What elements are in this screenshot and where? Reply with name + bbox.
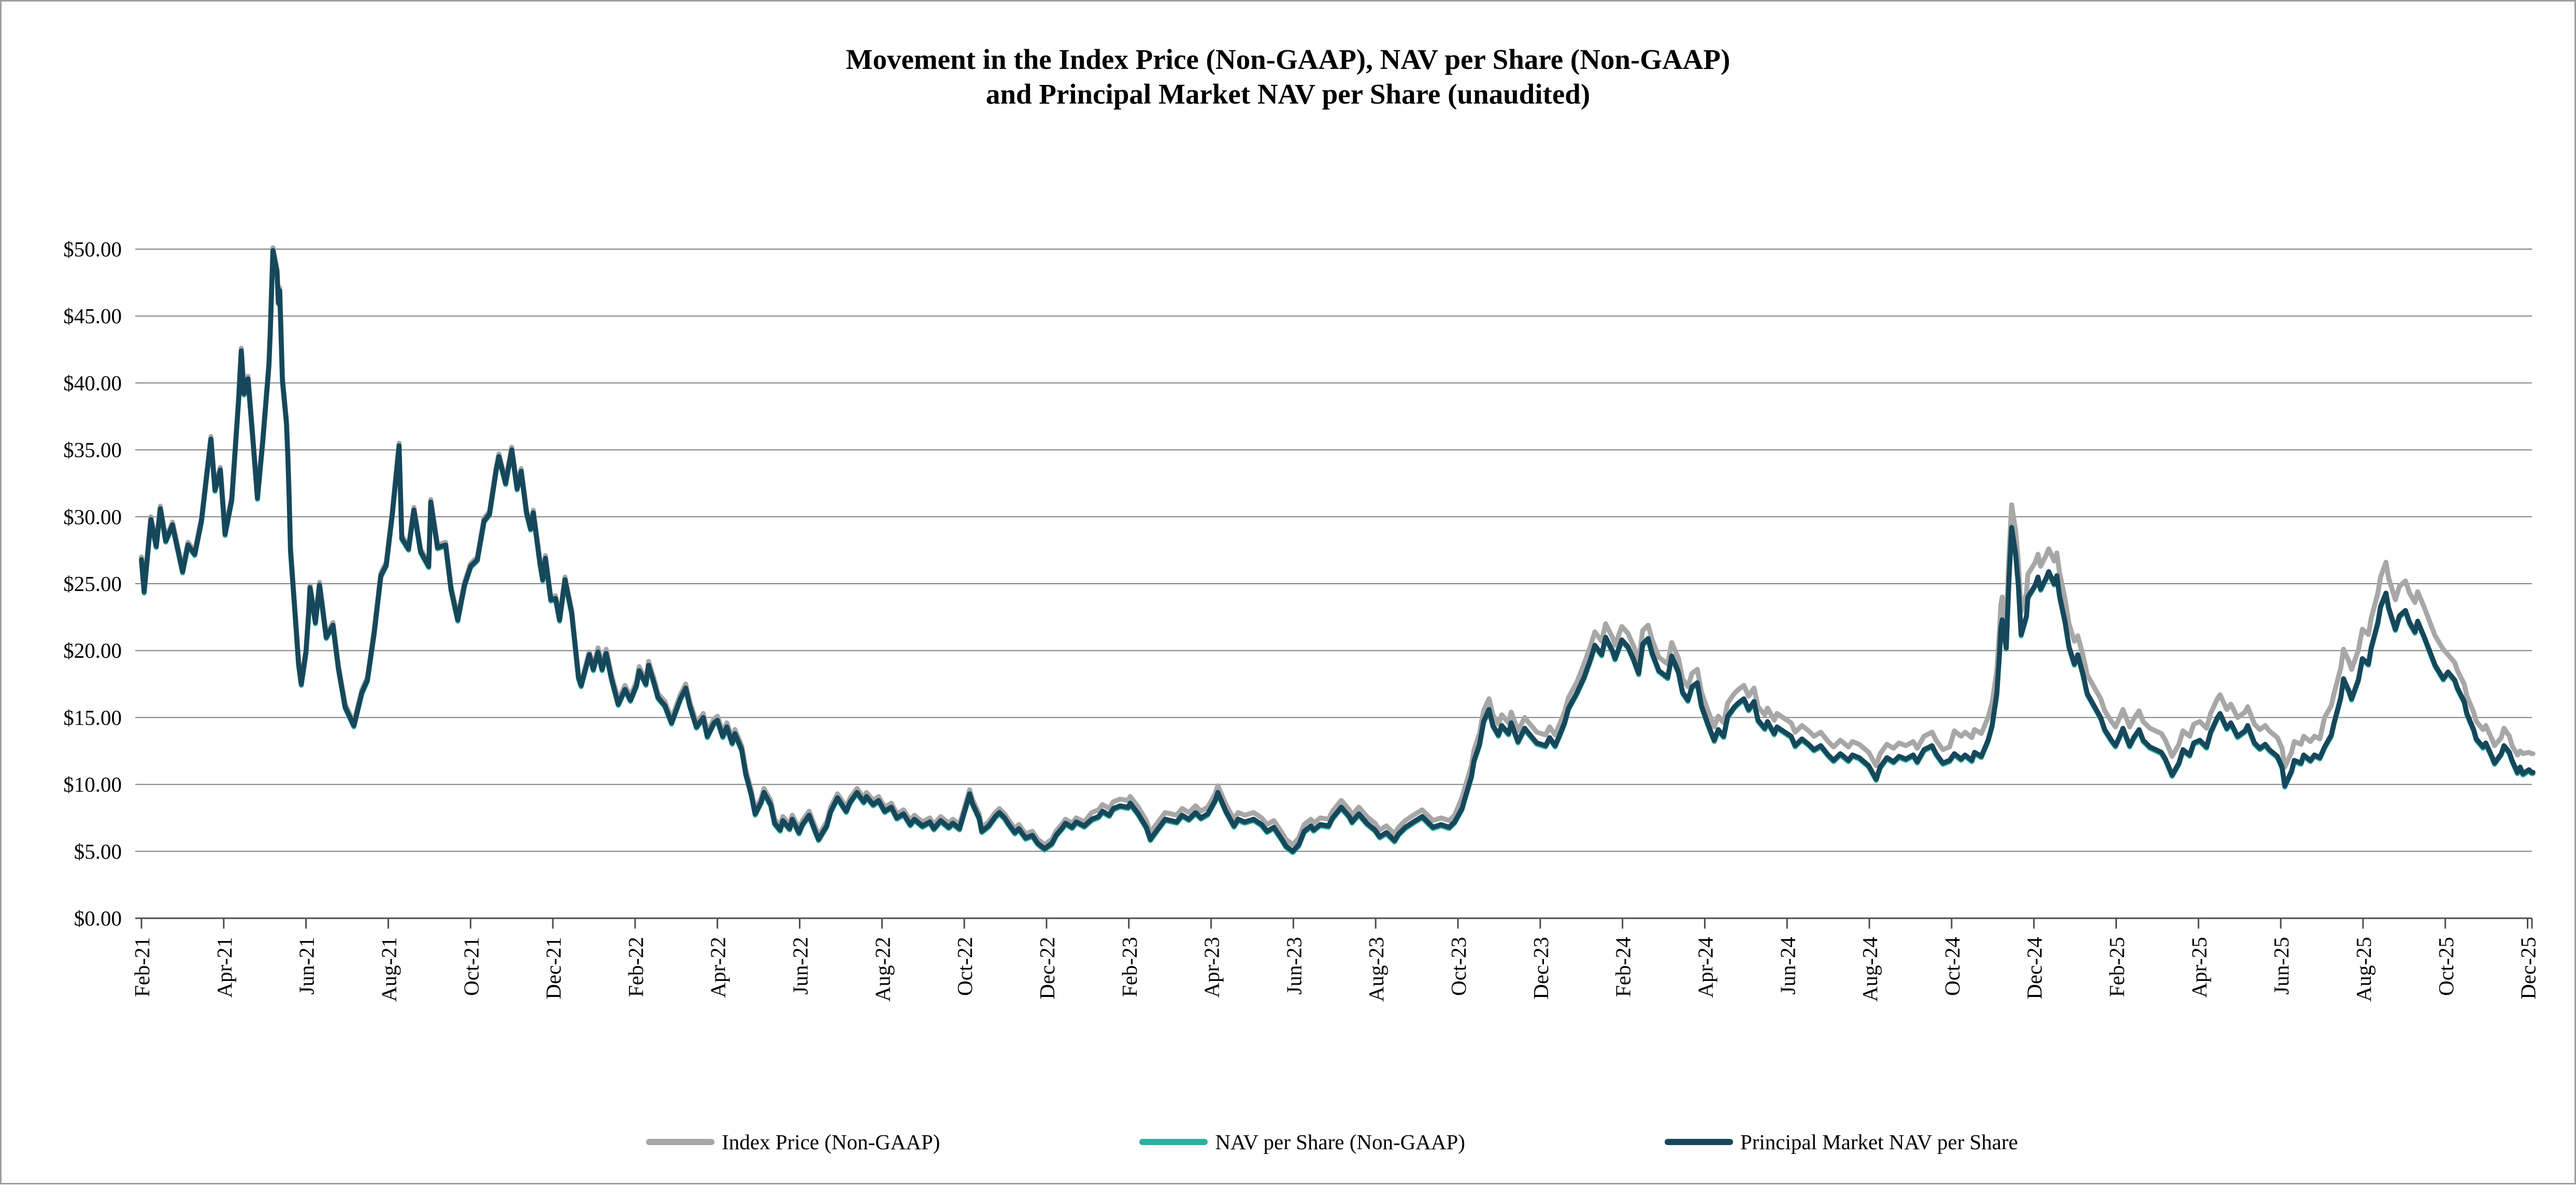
principal-market-nav-line-swatch-icon — [1664, 1139, 1733, 1145]
chart-title: Movement in the Index Price (Non-GAAP), … — [2, 42, 2574, 111]
y-axis-tick-label: $20.00 — [63, 639, 122, 662]
x-axis-tick-label: Oct-23 — [1447, 937, 1470, 996]
x-axis-tick-label: Aug-21 — [377, 937, 400, 1002]
x-axis-tick-label: Apr-25 — [2187, 937, 2211, 998]
x-axis-tick-label: Jun-23 — [1282, 937, 1306, 995]
x-axis-tick-label: Oct-22 — [953, 937, 977, 996]
x-axis-tick-label: Dec-22 — [1035, 937, 1059, 1000]
x-axis-tick-label: Feb-23 — [1118, 937, 1141, 997]
x-axis-tick-label: Jun-25 — [2269, 937, 2293, 995]
x-axis-tick-label: Aug-23 — [1364, 937, 1388, 1002]
x-axis-tick-label: Feb-21 — [130, 937, 154, 997]
y-axis-tick-label: $45.00 — [63, 304, 122, 328]
legend-item-principal-market-nav: Principal Market NAV per Share — [1664, 1130, 2018, 1154]
x-axis-tick-label: Dec-21 — [541, 937, 565, 1000]
x-axis-tick-label: Feb-25 — [2105, 937, 2129, 997]
x-axis-tick-label: Aug-25 — [2352, 937, 2375, 1002]
legend-label-index-price: Index Price (Non-GAAP) — [722, 1130, 940, 1154]
x-axis-tick-label: Oct-25 — [2434, 937, 2458, 996]
y-axis-tick-label: $15.00 — [63, 705, 122, 729]
index-price-line-swatch-icon — [646, 1139, 715, 1145]
x-axis-tick-label: Jun-21 — [295, 937, 319, 995]
chart-title-line2: and Principal Market NAV per Share (unau… — [985, 78, 1591, 110]
x-axis-tick-label: Aug-22 — [870, 937, 894, 1002]
legend-item-nav-per-share: NAV per Share (Non-GAAP) — [1139, 1130, 1465, 1154]
series-line-principal-market-nav — [139, 248, 2536, 854]
x-axis-tick-label: Jun-24 — [1776, 937, 1799, 995]
x-axis-tick-label: Dec-23 — [1529, 937, 1553, 1000]
x-axis-tick-label: Dec-24 — [2023, 937, 2047, 1000]
legend-label-principal-market-nav: Principal Market NAV per Share — [1740, 1130, 2018, 1154]
y-axis-tick-label: $5.00 — [74, 840, 122, 863]
series-line-index-price — [139, 245, 2536, 847]
x-axis-tick-label: Apr-23 — [1200, 937, 1224, 998]
x-axis-tick-label: Aug-24 — [1858, 937, 1882, 1002]
x-axis-tick-label: Oct-21 — [459, 937, 483, 996]
y-axis-tick-label: $10.00 — [63, 773, 122, 797]
x-axis-tick-label: Jun-22 — [789, 937, 812, 995]
chart-legend: Index Price (Non-GAAP) NAV per Share (No… — [46, 1130, 2576, 1154]
y-axis-tick-label: $50.00 — [63, 237, 122, 261]
y-axis-tick-label: $35.00 — [63, 438, 122, 462]
legend-item-index-price: Index Price (Non-GAAP) — [646, 1130, 940, 1154]
y-axis-tick-label: $30.00 — [63, 505, 122, 529]
chart-title-line1: Movement in the Index Price (Non-GAAP), … — [846, 44, 1730, 75]
nav-per-share-line-swatch-icon — [1139, 1139, 1208, 1145]
y-axis-tick-label: $40.00 — [63, 371, 122, 395]
y-axis-tick-label: $0.00 — [74, 906, 122, 930]
legend-label-nav-per-share: NAV per Share (Non-GAAP) — [1215, 1130, 1465, 1154]
x-axis-tick-label: Apr-22 — [706, 937, 730, 998]
x-axis-tick-label: Feb-22 — [624, 937, 648, 997]
y-axis-tick-label: $25.00 — [63, 572, 122, 596]
x-axis-tick-label: Feb-24 — [1611, 937, 1635, 997]
x-axis-tick-label: Dec-25 — [2516, 937, 2540, 1000]
x-axis-tick-label: Apr-24 — [1693, 937, 1717, 998]
series-line-nav-per-share — [139, 249, 2536, 856]
x-axis-tick-label: Apr-21 — [212, 937, 236, 998]
x-axis-tick-label: Oct-24 — [1940, 937, 1964, 996]
